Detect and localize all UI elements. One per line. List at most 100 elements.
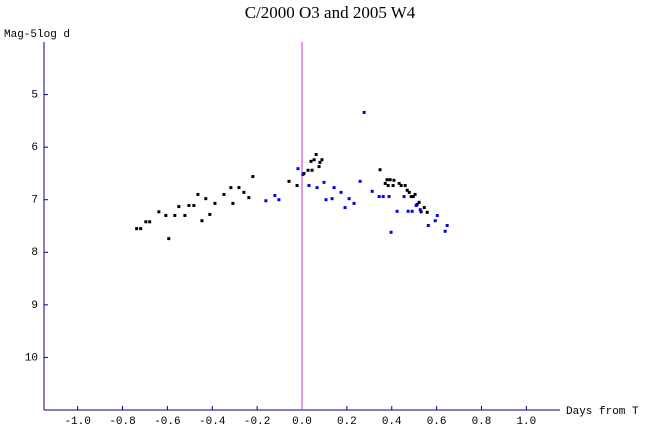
point: [314, 153, 318, 157]
x-tick-label: 0.4: [382, 416, 402, 428]
point: [242, 190, 246, 194]
point: [383, 181, 387, 185]
point: [395, 209, 399, 213]
point: [213, 201, 217, 205]
point: [407, 190, 411, 194]
point: [167, 237, 171, 241]
point: [417, 200, 421, 204]
point: [386, 184, 390, 188]
point: [277, 198, 281, 202]
point: [273, 194, 277, 198]
point: [435, 213, 439, 217]
point: [231, 201, 235, 205]
point: [148, 220, 152, 224]
point: [399, 184, 403, 188]
point: [332, 186, 336, 190]
point: [405, 188, 409, 192]
point: [312, 158, 316, 162]
y-tick-label: 10: [25, 352, 38, 364]
x-tick-label: 0.0: [292, 416, 312, 428]
point: [414, 203, 418, 207]
point: [135, 227, 139, 231]
point: [402, 195, 406, 199]
y-tick-label: 6: [31, 142, 38, 154]
point: [306, 168, 310, 172]
point: [296, 167, 300, 171]
x-tick-label: -0.8: [109, 416, 135, 428]
point: [324, 198, 328, 202]
point: [310, 168, 314, 172]
point: [237, 186, 241, 190]
point: [339, 190, 343, 194]
point: [320, 158, 324, 162]
y-tick-label: 9: [31, 300, 38, 312]
point: [362, 110, 366, 114]
point: [222, 192, 226, 196]
y-tick-label: 7: [31, 195, 38, 207]
point: [264, 199, 268, 203]
point: [378, 168, 382, 172]
point: [403, 184, 407, 188]
point: [397, 181, 401, 185]
point: [426, 223, 430, 227]
point: [295, 184, 299, 188]
point: [309, 159, 313, 163]
x-tick-label: 0.6: [427, 416, 447, 428]
x-tick-label: 0.2: [337, 416, 357, 428]
point: [425, 210, 429, 214]
point: [200, 219, 204, 223]
point: [247, 196, 251, 200]
x-tick-label: 1.0: [516, 416, 536, 428]
point: [144, 220, 148, 224]
point: [443, 229, 447, 233]
point: [204, 197, 208, 201]
point: [183, 213, 187, 217]
x-tick-label: -1.0: [64, 416, 90, 428]
point: [229, 186, 233, 190]
point: [317, 165, 321, 169]
point: [330, 197, 334, 201]
point: [208, 212, 212, 216]
point: [418, 208, 422, 212]
point: [411, 195, 415, 199]
point: [388, 178, 392, 182]
point: [410, 209, 414, 213]
point: [251, 175, 255, 179]
point: [322, 180, 326, 184]
point: [173, 213, 177, 217]
point: [315, 186, 319, 190]
point: [139, 227, 143, 231]
point: [352, 201, 356, 205]
point: [196, 192, 200, 196]
point: [307, 184, 311, 188]
point: [287, 179, 291, 183]
point: [387, 195, 391, 199]
point: [389, 230, 393, 234]
point: [433, 219, 437, 223]
x-tick-label: 0.8: [472, 416, 492, 428]
point: [413, 192, 417, 196]
point: [445, 223, 449, 227]
point: [422, 206, 426, 210]
point: [343, 206, 347, 210]
point: [391, 184, 395, 188]
x-tick-label: -0.4: [199, 416, 226, 428]
point: [318, 160, 322, 164]
point: [406, 209, 410, 213]
point: [301, 172, 305, 176]
x-axis-label: Days from T: [566, 406, 639, 418]
x-tick-label: -0.2: [244, 416, 270, 428]
point: [419, 210, 423, 214]
point: [347, 197, 351, 201]
point: [381, 195, 385, 199]
point: [358, 179, 362, 183]
point: [409, 195, 413, 199]
point: [385, 178, 389, 182]
point: [187, 203, 191, 207]
point: [377, 195, 381, 199]
point: [370, 189, 374, 193]
chart-title: C/2000 O3 and 2005 W4: [245, 3, 416, 22]
point: [164, 213, 168, 217]
y-tick-label: 5: [31, 89, 38, 101]
